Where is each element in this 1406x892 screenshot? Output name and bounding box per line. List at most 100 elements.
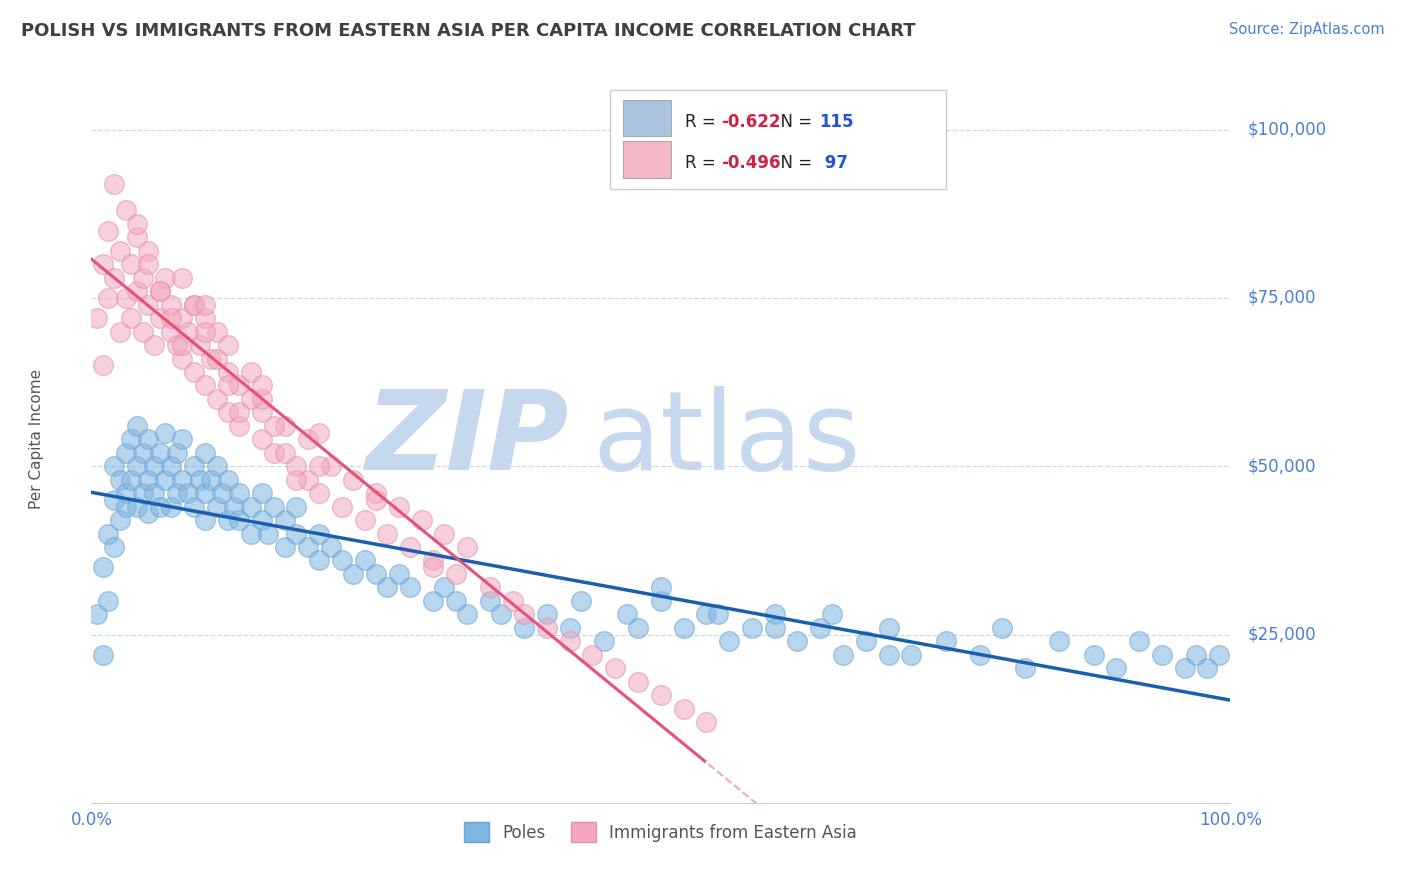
Point [250,392,273,406]
Point [172,311,194,326]
Point [593,634,616,648]
Text: N =: N = [770,154,817,172]
Point [149,446,172,460]
Text: Per Capita Income: Per Capita Income [30,369,44,509]
Point [138,257,160,271]
Point [91,648,114,662]
Point [650,594,672,608]
Point [166,486,188,500]
Point [143,459,166,474]
Point [114,291,136,305]
Text: Source: ZipAtlas.com: Source: ZipAtlas.com [1229,22,1385,37]
Point [388,566,411,581]
Point [250,513,273,527]
Point [228,405,250,419]
Point [120,473,142,487]
Point [627,621,650,635]
Point [103,177,125,191]
Point [285,473,308,487]
Point [149,500,172,514]
Point [108,513,131,527]
Point [285,459,308,474]
Point [353,553,375,567]
Point [308,553,330,567]
Point [456,607,478,622]
Point [250,486,273,500]
FancyBboxPatch shape [623,100,671,136]
Point [194,513,217,527]
FancyBboxPatch shape [610,90,945,188]
Point [217,405,239,419]
Point [627,674,650,689]
Point [718,634,741,648]
Point [217,378,239,392]
Point [364,492,387,507]
Point [114,446,136,460]
Point [188,338,211,352]
Point [263,446,285,460]
Point [388,500,411,514]
Point [821,607,844,622]
Point [200,351,222,366]
Point [183,365,205,379]
Point [513,607,536,622]
Point [155,473,177,487]
Point [155,425,177,440]
Point [149,311,172,326]
Point [194,311,217,326]
Point [1047,634,1071,648]
Point [250,405,273,419]
Point [285,500,308,514]
Point [422,594,444,608]
Point [239,526,262,541]
Point [217,473,239,487]
Point [108,473,131,487]
Point [558,634,581,648]
Point [114,486,136,500]
Point [239,500,262,514]
Point [707,607,730,622]
Point [257,526,280,541]
Point [177,325,200,339]
Point [131,325,153,339]
Point [536,621,558,635]
Point [138,298,160,312]
Point [194,486,217,500]
Point [274,418,297,433]
Point [160,500,183,514]
Text: N =: N = [770,112,817,130]
Point [364,486,387,500]
Point [808,621,831,635]
Point [138,244,160,258]
Point [149,284,172,298]
Point [228,378,250,392]
Point [399,581,422,595]
Point [114,500,136,514]
Point [194,298,217,312]
Point [97,224,120,238]
Point [478,581,501,595]
Point [330,500,353,514]
Point [205,459,228,474]
Point [672,701,695,715]
Point [103,459,125,474]
Point [308,526,330,541]
Point [411,513,433,527]
Point [969,648,991,662]
Point [330,553,353,567]
Point [763,607,786,622]
Point [581,648,603,662]
Point [308,486,330,500]
Point [364,566,387,581]
Point [239,392,262,406]
Point [166,338,188,352]
Point [205,325,228,339]
Point [377,526,399,541]
Point [160,298,183,312]
Point [616,607,638,622]
Point [274,513,297,527]
Point [877,648,900,662]
Point [125,459,148,474]
Point [160,459,183,474]
Point [114,203,136,218]
